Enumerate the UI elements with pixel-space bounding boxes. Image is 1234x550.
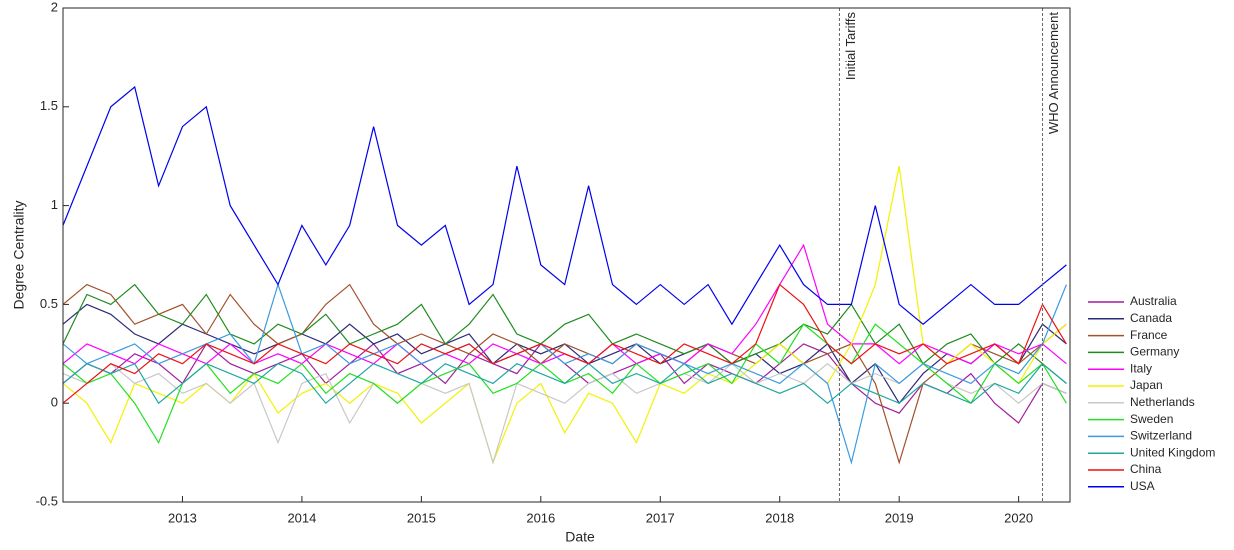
y-tick-label: 1.5	[40, 98, 58, 113]
plot-area	[63, 8, 1070, 502]
legend-label: France	[1130, 328, 1168, 342]
x-tick-label: 2019	[885, 510, 914, 525]
legend-label: USA	[1130, 479, 1155, 493]
y-tick-label: 1	[51, 197, 58, 212]
x-tick-label: 2016	[526, 510, 555, 525]
series-line	[63, 85, 1067, 326]
legend-label: Canada	[1130, 311, 1172, 325]
y-tick-label: 2	[51, 0, 58, 14]
legend-label: Germany	[1130, 345, 1179, 359]
legend-label: Italy	[1130, 361, 1152, 375]
y-tick-label: 0.5	[40, 296, 58, 311]
event-label: WHO Announcement	[1046, 12, 1061, 135]
series-group	[63, 85, 1067, 465]
y-axis-label: Degree Centrality	[11, 201, 27, 310]
series-line	[63, 282, 1067, 465]
x-tick-label: 2017	[646, 510, 675, 525]
legend-label: United Kingdom	[1130, 445, 1215, 459]
x-tick-label: 2015	[407, 510, 436, 525]
x-tick-label: 2018	[765, 510, 794, 525]
legend-label: Japan	[1130, 378, 1163, 392]
x-tick-label: 2014	[287, 510, 316, 525]
x-tick-label: 2013	[168, 510, 197, 525]
y-tick-label: 0	[51, 395, 58, 410]
series-line	[63, 283, 1067, 465]
legend-label: Sweden	[1130, 412, 1173, 426]
series-line	[63, 362, 1067, 405]
legend-label: China	[1130, 462, 1162, 476]
axes-box	[62, 7, 1071, 503]
series-line	[63, 283, 1067, 404]
x-axis-label: Date	[565, 529, 595, 545]
legend-label: Switzerland	[1130, 429, 1192, 443]
legend-label: Australia	[1130, 294, 1177, 308]
legend-label: Netherlands	[1130, 395, 1195, 409]
x-tick-label: 2020	[1004, 510, 1033, 525]
y-tick-label: -0.5	[36, 493, 58, 508]
event-label: Initial Tariffs	[843, 12, 858, 81]
